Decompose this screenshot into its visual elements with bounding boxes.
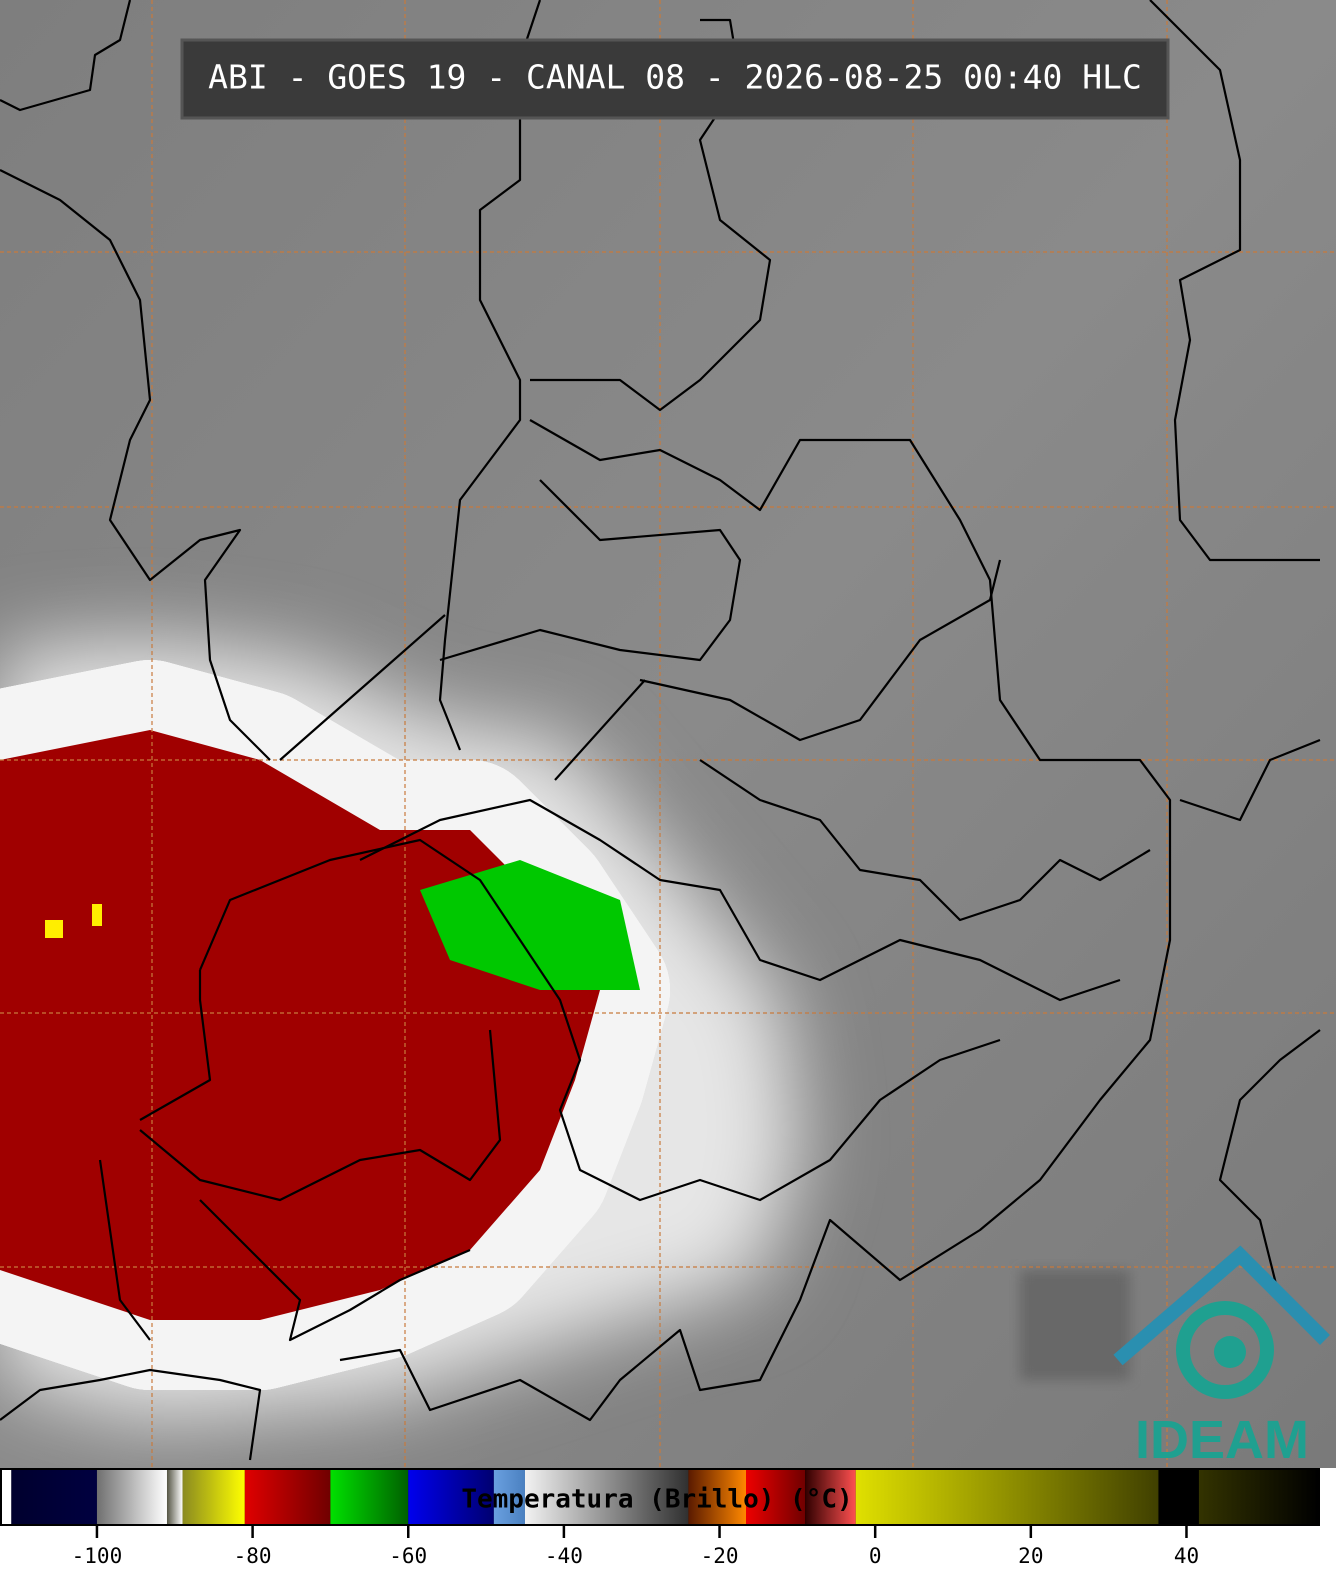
colorbar-segment	[855, 1470, 1159, 1524]
colorbar-label: Temperatura (Brillo) (°C)	[461, 1485, 852, 1515]
tick-label: -60	[389, 1544, 427, 1568]
colorbar-segment	[11, 1470, 97, 1524]
colorbar-segment	[2, 1470, 12, 1524]
logo: IDEAM	[1113, 1245, 1330, 1470]
title: ABI - GOES 19 - CANAL 08 - 2026-08-25 00…	[208, 58, 1142, 97]
colorbar-segment	[1198, 1470, 1318, 1524]
tick-label: -80	[234, 1544, 272, 1568]
colorbar-segments	[2, 1470, 1318, 1524]
dark-patch	[1020, 1270, 1130, 1380]
colorbar-segment	[1158, 1470, 1199, 1524]
colorbar-segment	[166, 1470, 183, 1524]
colorbar-segment	[688, 1470, 746, 1524]
grid	[0, 0, 1336, 1468]
tick-label: -20	[701, 1544, 739, 1568]
logo-eye	[1214, 1336, 1246, 1368]
map: IDEAM ABI - GOES 19 - CANAL 08 - 2026-08…	[0, 0, 1336, 1470]
colorbar-segment	[408, 1470, 494, 1524]
colorbar-segment	[244, 1470, 331, 1524]
colorbar-segment	[524, 1470, 689, 1524]
colorbar-ticks: -100 -80 -60 -40 -20 0 20 40	[72, 1524, 1199, 1568]
colorbar-segment	[182, 1470, 245, 1524]
cloud-core	[0, 660, 670, 1390]
tick-label: 40	[1174, 1544, 1199, 1568]
colorbar-segment	[96, 1470, 167, 1524]
colorbar-segment	[493, 1470, 525, 1524]
tick-label: 20	[1018, 1544, 1043, 1568]
logo-swirl	[1176, 1301, 1274, 1399]
title-background	[180, 38, 1170, 120]
colorbar-segment	[330, 1470, 409, 1524]
colorbar-segment	[805, 1470, 856, 1524]
logo-roof	[1113, 1245, 1330, 1366]
tick-label: 0	[869, 1544, 882, 1568]
tick-label: -100	[72, 1544, 123, 1568]
logo-text: IDEAM	[1135, 1410, 1309, 1470]
colorbar-segment	[745, 1470, 806, 1524]
borders	[0, 0, 1321, 1461]
colorbar: Temperatura (Brillo) (°C) -100 -80 -60 -40-…	[0, 1468, 1320, 1568]
tick-label: -40	[545, 1544, 583, 1568]
title-box: ABI - GOES 19 - CANAL 08 - 2026-08-25 00…	[180, 38, 1170, 120]
